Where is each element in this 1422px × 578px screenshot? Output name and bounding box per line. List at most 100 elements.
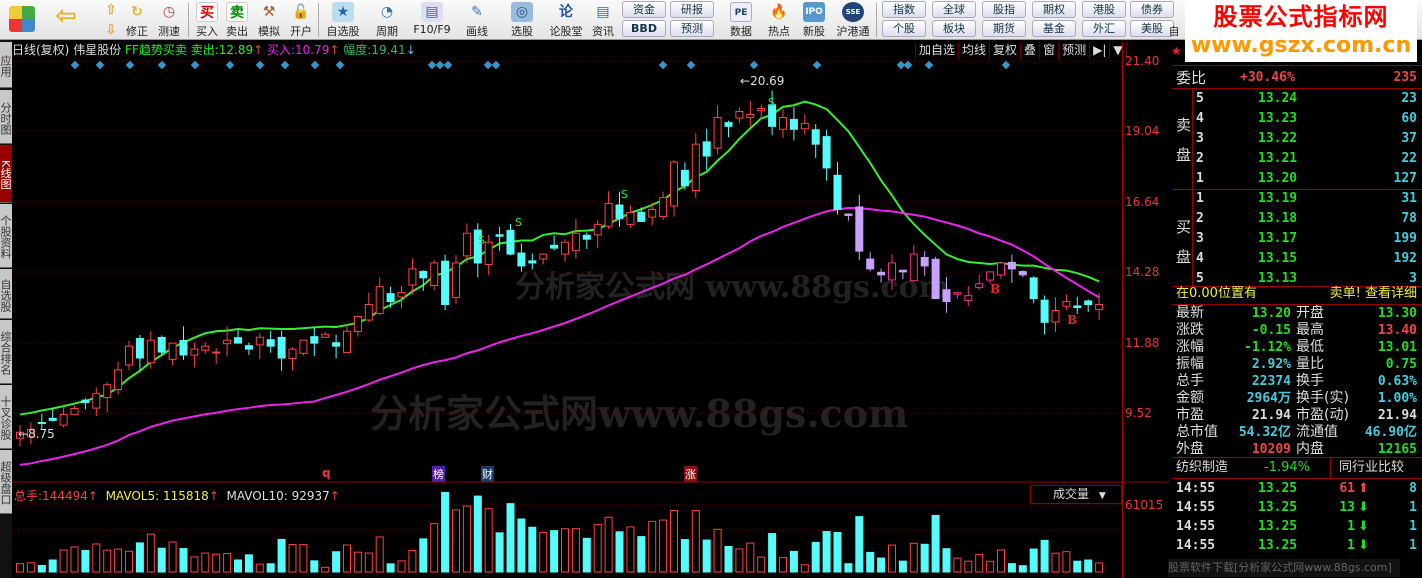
event-marker-q[interactable]: q: [322, 466, 331, 480]
forex-button[interactable]: 外汇: [1082, 20, 1126, 37]
correct-button[interactable]: ↻ 修正: [120, 0, 154, 40]
period-button[interactable]: ◔ 周期: [370, 0, 404, 40]
ask-row[interactable]: 3 13.22 37: [1172, 129, 1417, 149]
global-button[interactable]: 全球: [932, 1, 976, 18]
ipo-button[interactable]: IPO 新股: [797, 0, 831, 40]
candle-body: [495, 234, 504, 237]
fund-market-button[interactable]: 基金: [1032, 20, 1076, 37]
back-button[interactable]: ⇦: [48, 0, 84, 40]
sidebar-tab-level2[interactable]: 超级盘口: [0, 450, 12, 514]
candle-body: [746, 113, 755, 119]
volume-bar: [125, 550, 133, 573]
volume-bar: [1051, 552, 1060, 573]
sidebar-tab-apps[interactable]: 应用: [0, 42, 12, 88]
industry-name[interactable]: 纺织制造: [1176, 460, 1229, 475]
stat-row: 总手 22374 换手 0.63%: [1172, 373, 1417, 390]
candle-body: [1029, 277, 1038, 300]
stock-button[interactable]: 个股: [882, 20, 926, 37]
stat-value: 12165: [1377, 442, 1417, 457]
ask-row[interactable]: 1 13.20 127: [1172, 169, 1417, 189]
event-marker-finance[interactable]: 财: [481, 466, 494, 482]
period-label[interactable]: 日线(复权): [12, 43, 70, 57]
up-arrow-icon: ↑: [87, 489, 98, 503]
options-button[interactable]: 期权: [1032, 1, 1076, 18]
sell-button[interactable]: 卖卖出: [220, 0, 254, 40]
us-stock-button[interactable]: 美股: [1130, 20, 1174, 37]
buy-icon: 买: [196, 2, 218, 22]
data-button[interactable]: PE 数据: [724, 0, 758, 40]
ask-row[interactable]: 4 13.23 60: [1172, 109, 1417, 129]
range-label: 幅度:: [343, 43, 372, 57]
bond-button[interactable]: 债券: [1130, 1, 1174, 18]
stat-row: 外盘 10209 内盘 12165: [1172, 441, 1417, 458]
draw-line-button[interactable]: ✎ 画线: [460, 0, 494, 40]
hk-connect-button[interactable]: SSE 沪港通: [834, 0, 872, 40]
sidebar-tab-ranking[interactable]: 综合排名: [0, 320, 12, 384]
indicator-name[interactable]: FF趋势买卖: [125, 43, 187, 57]
overlay-button[interactable]: 叠: [1020, 42, 1039, 59]
open-account-button[interactable]: 🔓 开户: [284, 0, 318, 40]
candle-body: [866, 258, 875, 270]
volume-bar: [702, 539, 711, 573]
diamond-marker: [427, 60, 437, 70]
dropdown-icon[interactable]: ▼: [1109, 42, 1127, 59]
candle-body: [571, 232, 580, 252]
stat-row: 振幅 2.92% 量比 0.75: [1172, 356, 1417, 373]
custom-button[interactable]: 自: [1166, 0, 1182, 40]
ma-button[interactable]: 均线: [958, 42, 989, 59]
volume-bar: [528, 526, 537, 573]
fund-button[interactable]: 资金: [622, 1, 666, 18]
window-button[interactable]: 窗: [1039, 42, 1058, 59]
buy-button[interactable]: 买买入: [190, 0, 224, 40]
bbd-button[interactable]: BBD: [622, 20, 666, 37]
bid-row[interactable]: 4 13.15 192: [1172, 249, 1417, 269]
start-menu-button[interactable]: [4, 0, 40, 40]
skip-end-icon[interactable]: ▶|: [1089, 42, 1109, 59]
sidebar-tab-diagnosis[interactable]: 十叉诊股: [0, 385, 12, 449]
f10-button[interactable]: ▤ F10/F9: [410, 0, 454, 40]
star-icon[interactable]: ★: [1171, 44, 1182, 58]
hk-stock-button[interactable]: 港股: [1082, 1, 1126, 18]
stat-value: 10209: [1251, 442, 1291, 457]
simulate-button[interactable]: ⚒ 模拟: [252, 0, 286, 40]
watchlist-button[interactable]: ★ 自选股: [326, 0, 360, 40]
bid-row[interactable]: 1 13.19 31: [1172, 189, 1417, 209]
sector-button[interactable]: 板块: [932, 20, 976, 37]
view-detail-link[interactable]: 卖单! 查看详细: [1329, 286, 1417, 301]
sidebar-tab-intraday[interactable]: 分时图: [0, 90, 12, 144]
event-marker-limit-up[interactable]: 涨: [684, 466, 697, 482]
stock-picker-button[interactable]: ◎ 选股: [505, 0, 539, 40]
volume-bar: [244, 554, 253, 573]
research-button[interactable]: 研报: [670, 1, 714, 18]
add-watchlist-button[interactable]: 加自选: [915, 42, 958, 59]
forecast-button[interactable]: 预测: [1058, 42, 1089, 59]
stock-index-button[interactable]: 股指: [982, 1, 1026, 18]
index-button[interactable]: 指数: [882, 1, 926, 18]
down-button[interactable]: ⇩: [94, 20, 128, 40]
adjust-button[interactable]: 复权: [989, 42, 1020, 59]
bid-row[interactable]: 5 13.13 3: [1172, 269, 1417, 289]
ask-row[interactable]: 5 13.24 23: [1172, 89, 1417, 109]
mavol10-label: MAVOL10:: [226, 489, 288, 503]
speed-test-button[interactable]: ◷ 测速: [152, 0, 186, 40]
forecast-button[interactable]: 预测: [670, 20, 714, 37]
up-button[interactable]: ⇧: [94, 0, 128, 20]
bid-row[interactable]: 3 13.17 199: [1172, 229, 1417, 249]
volume-bar: [789, 550, 798, 573]
sidebar-tab-watchlist[interactable]: 自选股: [0, 269, 12, 319]
buy-signal: B: [1067, 313, 1078, 327]
hot-button[interactable]: 🔥 热点: [762, 0, 796, 40]
news-button[interactable]: ▤ 资讯: [588, 0, 618, 40]
industry-compare-button[interactable]: 同行业比较: [1330, 458, 1422, 478]
sidebar-tab-kline[interactable]: K线图: [0, 145, 12, 203]
high-price-label: ←20.69: [740, 74, 785, 88]
sidebar-tab-profile[interactable]: 个股资料: [0, 204, 12, 268]
event-marker-ranking[interactable]: 榜: [432, 466, 445, 482]
ask-row[interactable]: 2 13.21 22: [1172, 149, 1417, 169]
volume-bar: [768, 533, 777, 573]
bid-row[interactable]: 2 13.18 78: [1172, 209, 1417, 229]
indicator-selector[interactable]: 成交量 ▼: [1030, 485, 1122, 504]
forum-button[interactable]: 论论股堂: [547, 0, 585, 40]
futures-button[interactable]: 期货: [982, 20, 1026, 37]
